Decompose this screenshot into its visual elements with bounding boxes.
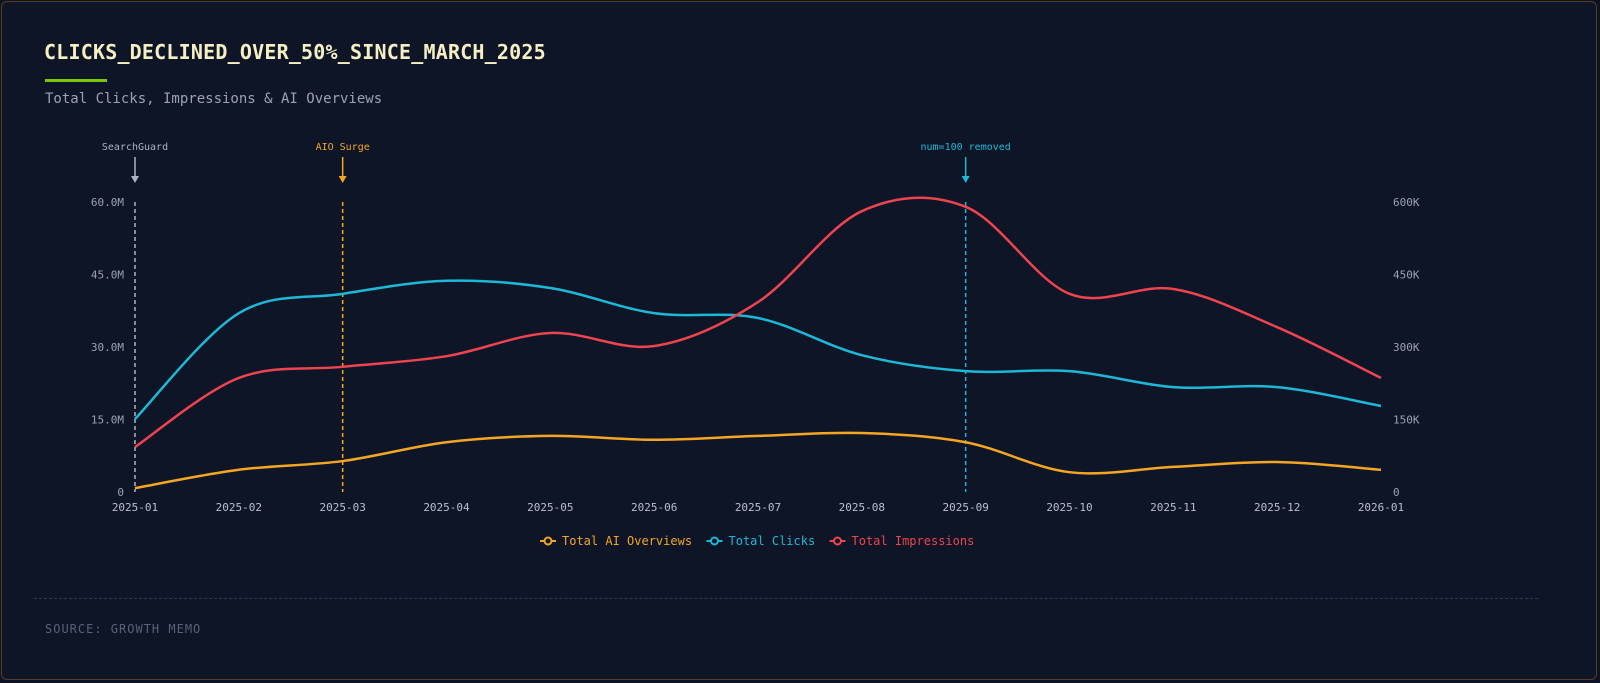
y-right-tick-label: 0 [1393, 486, 1400, 499]
footer-divider [34, 598, 1538, 599]
y-left-tick-label: 45.0M [91, 269, 124, 282]
arrow-head-icon [338, 176, 347, 183]
x-tick-label: 2025-01 [112, 501, 158, 514]
x-tick-label: 2025-08 [839, 501, 885, 514]
series-line-total-clicks [134, 279, 1382, 420]
x-tick-label: 2025-04 [423, 501, 470, 514]
y-right-tick-label: 300K [1393, 341, 1420, 354]
arrow-head-icon [131, 176, 139, 183]
annotation-label: SearchGuard [102, 142, 168, 153]
annotation-label: num=100 removed [921, 142, 1011, 153]
x-tick-label: 2026-01 [1358, 501, 1404, 514]
x-tick-label: 2025-02 [216, 501, 262, 514]
y-right-tick-label: 600K [1393, 196, 1420, 209]
arrow-head-icon [961, 176, 970, 183]
legend-marker-icon [543, 536, 553, 546]
legend-marker-icon [833, 536, 842, 546]
source-note: SOURCE: GROWTH MEMO [45, 622, 202, 636]
annotation-label: AIO Surge [316, 142, 370, 153]
x-tick-label: 2025-10 [1046, 501, 1092, 514]
x-tick-label: 2025-12 [1254, 501, 1300, 514]
y-left-tick-label: 15.0M [91, 414, 124, 427]
x-tick-label: 2025-09 [942, 501, 988, 514]
legend-marker-icon [710, 536, 719, 546]
x-tick-label: 2025-05 [527, 501, 573, 514]
legend-item[interactable]: Total Clicks [729, 534, 816, 548]
y-left-tick-label: 60.0M [91, 196, 124, 209]
series-line-total-impressions [134, 196, 1382, 449]
legend-item[interactable]: Total Impressions [852, 534, 975, 548]
y-right-tick-label: 150K [1393, 414, 1420, 427]
series-line-total-ai-overviews [134, 431, 1382, 490]
x-tick-label: 2025-07 [735, 501, 781, 514]
x-tick-label: 2025-06 [631, 501, 677, 514]
x-tick-label: 2025-11 [1150, 501, 1196, 514]
chart-subtitle: Total Clicks, Impressions & AI Overviews [45, 91, 383, 107]
x-tick-label: 2025-03 [319, 501, 365, 514]
legend-item[interactable]: Total AI Overviews [562, 534, 692, 548]
y-left-tick-label: 0 [117, 486, 124, 499]
y-right-tick-label: 450K [1393, 269, 1420, 282]
y-left-tick-label: 30.0M [91, 341, 124, 354]
title-accent-bar [45, 79, 107, 82]
chart-title: CLICKS_DECLINED_OVER_50%_SINCE_MARCH_202… [44, 40, 546, 64]
